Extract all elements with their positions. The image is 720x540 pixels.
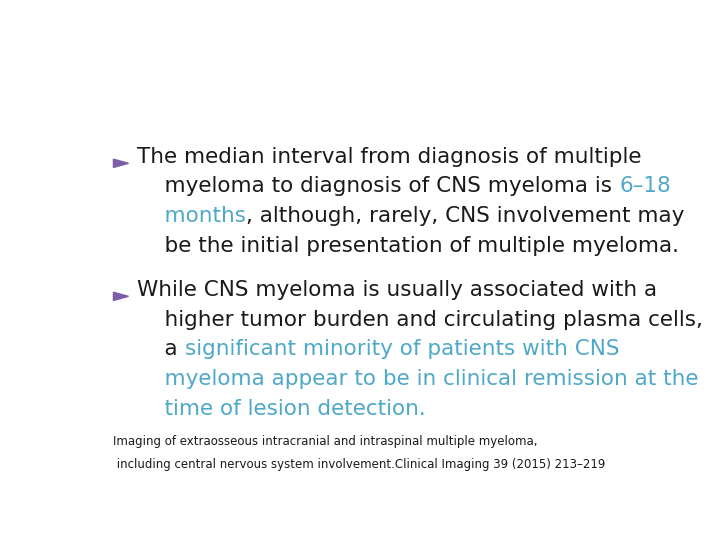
Text: The median interval from diagnosis of multiple: The median interval from diagnosis of mu… (138, 146, 642, 166)
Text: myeloma appear to be in clinical remission at the: myeloma appear to be in clinical remissi… (138, 369, 699, 389)
Text: , although, rarely, CNS involvement may: , although, rarely, CNS involvement may (246, 206, 685, 226)
Text: months: months (138, 206, 246, 226)
Text: Imaging of extraosseous intracranial and intraspinal multiple myeloma,: Imaging of extraosseous intracranial and… (114, 435, 538, 448)
Text: a: a (138, 340, 185, 360)
Text: be the initial presentation of multiple myeloma.: be the initial presentation of multiple … (138, 237, 680, 256)
Text: higher tumor burden and circulating plasma cells,: higher tumor burden and circulating plas… (138, 309, 703, 329)
Text: significant minority of patients with CNS: significant minority of patients with CN… (185, 340, 619, 360)
Text: myeloma to diagnosis of CNS myeloma is: myeloma to diagnosis of CNS myeloma is (138, 177, 619, 197)
Polygon shape (114, 159, 128, 167)
Polygon shape (114, 292, 128, 300)
Text: 6–18: 6–18 (619, 177, 671, 197)
Text: While CNS myeloma is usually associated with a: While CNS myeloma is usually associated … (138, 280, 657, 300)
Text: including central nervous system involvement.Clinical Imaging 39 (2015) 213–219: including central nervous system involve… (114, 458, 606, 471)
Text: time of lesion detection.: time of lesion detection. (138, 399, 426, 420)
